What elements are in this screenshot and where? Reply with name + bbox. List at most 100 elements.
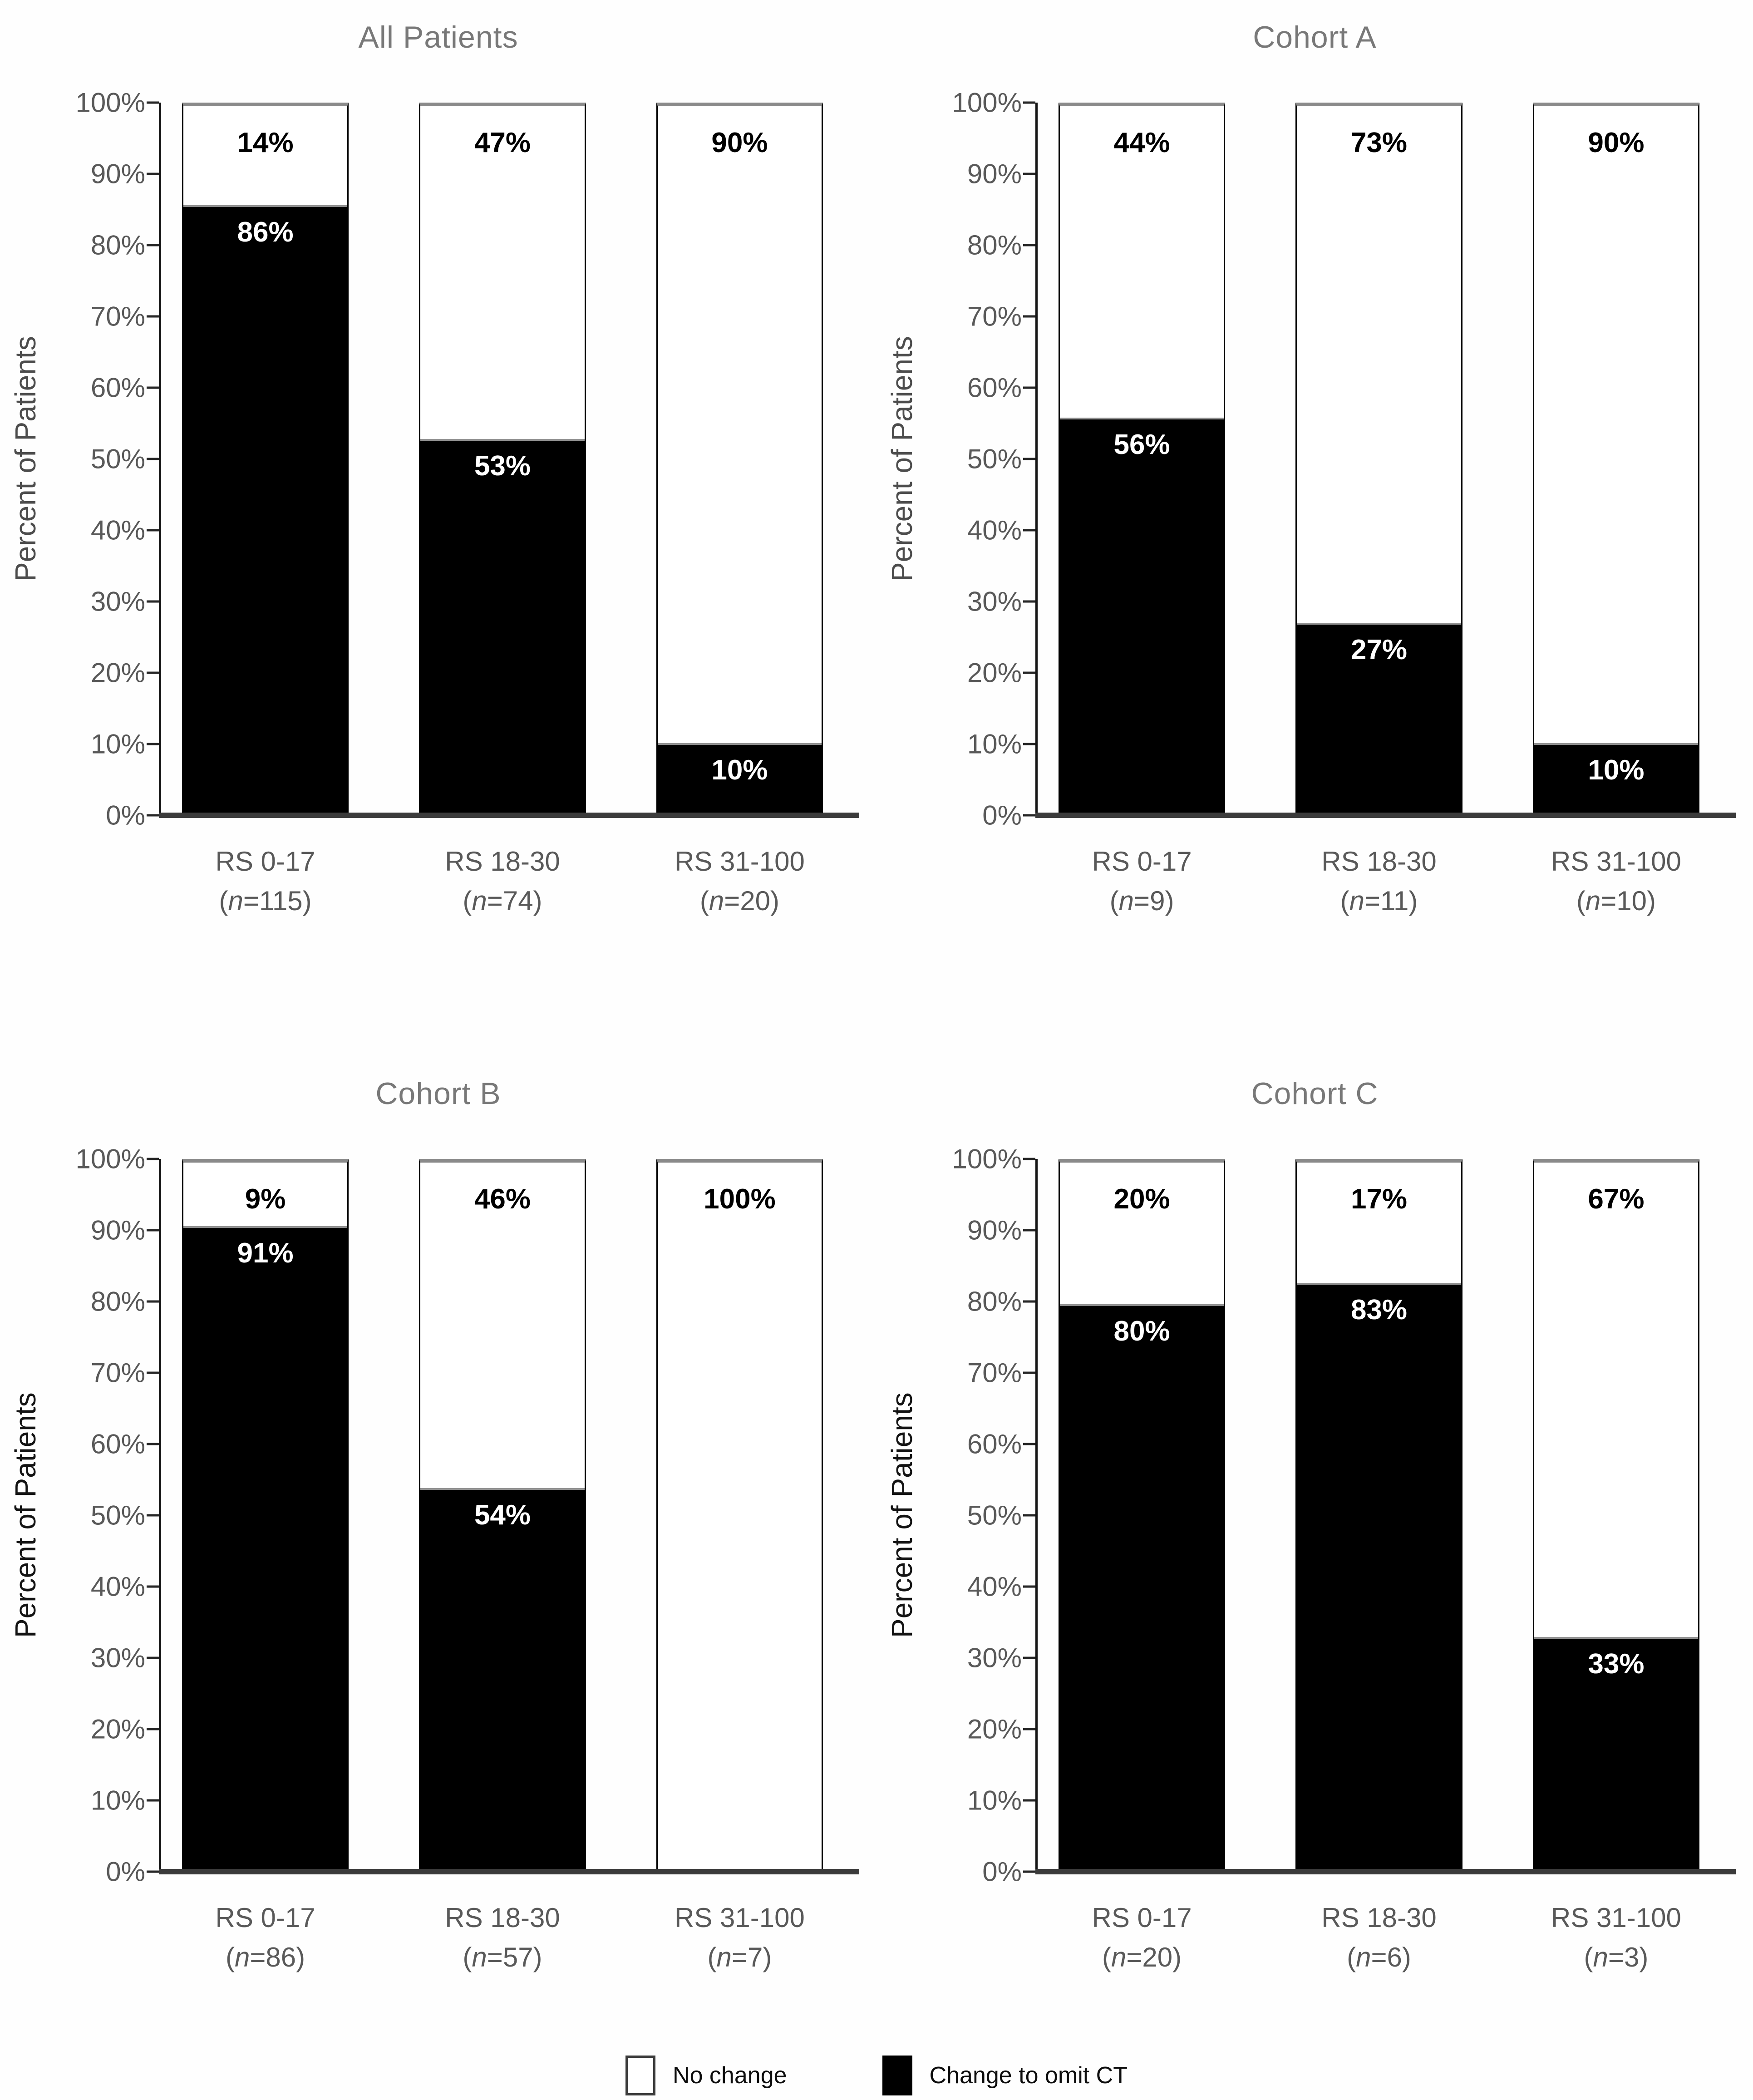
y-tick-mark bbox=[147, 1443, 159, 1445]
x-category-label-rs-31-100: RS 31-100 (n=7) bbox=[675, 1903, 805, 1972]
segment-change-to-omit-ct bbox=[420, 1488, 585, 1870]
no-change-percent-label: 90% bbox=[1588, 127, 1645, 158]
y-tick-label: 70% bbox=[967, 301, 1022, 332]
segment-change-to-omit-ct bbox=[1534, 743, 1698, 814]
y-tick-label: 50% bbox=[90, 444, 145, 474]
y-tick-label: 90% bbox=[967, 158, 1022, 189]
y-tick-label: 90% bbox=[967, 1215, 1022, 1246]
y-tick-mark bbox=[1023, 1728, 1035, 1730]
y-tick-mark bbox=[147, 1656, 159, 1659]
no-change-percent-label: 9% bbox=[245, 1183, 286, 1215]
y-tick-label: 60% bbox=[967, 372, 1022, 403]
x-category-label-rs-18-30: RS 18-30 (n=74) bbox=[445, 846, 560, 916]
stacked-bar-rs-18-30: 47% 53% bbox=[419, 103, 586, 815]
stacked-bar-rs-31-100: 67% 33% bbox=[1532, 1159, 1699, 1872]
y-tick-label: 80% bbox=[967, 230, 1022, 261]
segment-change-to-omit-ct bbox=[183, 1226, 348, 1870]
y-tick-label: 60% bbox=[90, 372, 145, 403]
y-tick-label: 70% bbox=[967, 1357, 1022, 1388]
segment-change-to-omit-ct bbox=[1060, 1304, 1224, 1870]
y-tick-mark bbox=[1023, 173, 1035, 175]
y-tick-mark bbox=[147, 315, 159, 318]
y-tick-mark bbox=[1023, 1229, 1035, 1232]
y-tick-mark bbox=[147, 1514, 159, 1517]
x-category-label-rs-0-17: RS 0-17 (n=20) bbox=[1092, 1903, 1192, 1972]
stacked-bar-rs-0-17: 44% 56% bbox=[1059, 103, 1226, 815]
y-tick-mark bbox=[147, 529, 159, 532]
y-tick-mark bbox=[1023, 600, 1035, 603]
y-tick-label: 0% bbox=[106, 800, 145, 831]
y-tick-label: 50% bbox=[967, 1500, 1022, 1531]
y-tick-label: 60% bbox=[967, 1429, 1022, 1459]
no-change-percent-label: 17% bbox=[1350, 1183, 1408, 1215]
bars: 9% 91% 46% 54% 100% bbox=[161, 1159, 844, 1872]
segment-change-to-omit-ct bbox=[657, 743, 822, 814]
x-axis-line bbox=[159, 813, 859, 818]
y-tick-mark bbox=[1023, 529, 1035, 532]
y-tick-label: 10% bbox=[90, 729, 145, 759]
y-tick-mark bbox=[1023, 315, 1035, 318]
plot-area: 9% 91% 46% 54% 100% bbox=[147, 1158, 859, 1874]
omit-ct-percent-label: 83% bbox=[1350, 1294, 1408, 1326]
y-tick-label: 0% bbox=[106, 1856, 145, 1887]
panel-title: All Patients bbox=[358, 20, 518, 54]
omit-ct-percent-label: 86% bbox=[237, 217, 294, 248]
y-tick-label: 20% bbox=[967, 1714, 1022, 1745]
y-tick-label: 100% bbox=[75, 1144, 145, 1174]
x-axis-labels: RS 0-17 (n=86) RS 18-30 (n=57) RS 31-100 (n=7… bbox=[161, 1898, 844, 1977]
y-tick-label: 40% bbox=[967, 1571, 1022, 1602]
y-tick-mark bbox=[147, 244, 159, 246]
stacked-bar-rs-31-100: 90% 10% bbox=[1532, 103, 1699, 815]
y-tick-mark bbox=[1023, 101, 1035, 104]
omit-ct-percent-label: 56% bbox=[1113, 429, 1170, 460]
y-tick-mark bbox=[1023, 386, 1035, 389]
y-tick-mark bbox=[1023, 1371, 1035, 1374]
omit-ct-percent-label: 10% bbox=[1588, 754, 1645, 786]
y-tick-mark bbox=[147, 1300, 159, 1303]
stacked-bar-rs-18-30: 17% 83% bbox=[1295, 1159, 1462, 1872]
x-axis-labels: RS 0-17 (n=115) RS 18-30 (n=74) RS 31-100 (n=… bbox=[161, 842, 844, 921]
y-tick-mark bbox=[147, 743, 159, 745]
no-change-percent-label: 90% bbox=[711, 127, 768, 158]
bars: 44% 56% 73% 27% 90% 10% bbox=[1038, 103, 1720, 815]
segment-change-to-omit-ct bbox=[1534, 1637, 1698, 1870]
no-change-percent-label: 67% bbox=[1588, 1183, 1645, 1215]
y-tick-label: 80% bbox=[90, 1286, 145, 1317]
stacked-bar-rs-31-100: 100% bbox=[656, 1159, 823, 1872]
legend-label-no-change: No change bbox=[673, 2062, 787, 2089]
x-category-label-rs-0-17: RS 0-17 (n=115) bbox=[215, 846, 315, 916]
no-change-percent-label: 47% bbox=[474, 127, 531, 158]
x-category-label-rs-31-100: RS 31-100 (n=20) bbox=[675, 846, 805, 916]
no-change-percent-label: 14% bbox=[237, 127, 294, 158]
y-axis-label: Percent of Patients bbox=[886, 336, 918, 582]
y-tick-mark bbox=[147, 1799, 159, 1802]
y-tick-mark bbox=[147, 671, 159, 674]
x-axis-line bbox=[1035, 813, 1736, 818]
y-tick-label: 40% bbox=[90, 515, 145, 546]
no-change-percent-label: 44% bbox=[1113, 127, 1170, 158]
x-category-label-rs-31-100: RS 31-100 (n=3) bbox=[1551, 1903, 1681, 1972]
y-tick-mark bbox=[147, 1728, 159, 1730]
y-tick-mark bbox=[1023, 743, 1035, 745]
x-axis-labels: RS 0-17 (n=9) RS 18-30 (n=11) RS 31-100 (n=10… bbox=[1038, 842, 1720, 921]
y-tick-label: 70% bbox=[90, 1357, 145, 1388]
y-axis-tick-labels: 100% 90% 80% 70% 60% 50% 40% 30% 20% 10% 0% bbox=[927, 1144, 1035, 1887]
y-tick-mark bbox=[1023, 1799, 1035, 1802]
segment-change-to-omit-ct bbox=[1297, 623, 1461, 814]
y-tick-label: 10% bbox=[90, 1785, 145, 1816]
y-tick-mark bbox=[147, 1870, 159, 1873]
y-tick-mark bbox=[1023, 814, 1035, 817]
panel-title: Cohort B bbox=[375, 1076, 501, 1111]
x-axis-line bbox=[1035, 1869, 1736, 1874]
y-tick-label: 20% bbox=[90, 657, 145, 688]
segment-change-to-omit-ct bbox=[420, 439, 585, 814]
y-tick-mark bbox=[1023, 1870, 1035, 1873]
y-tick-label: 90% bbox=[90, 1215, 145, 1246]
bars: 14% 86% 47% 53% 90% 10% bbox=[161, 103, 844, 815]
y-tick-label: 60% bbox=[90, 1429, 145, 1459]
change-to-omit-ct-swatch bbox=[882, 2056, 912, 2095]
no-change-percent-label: 100% bbox=[704, 1183, 776, 1215]
plot-area: 14% 86% 47% 53% 90% 10% bbox=[147, 101, 859, 818]
x-axis-labels: RS 0-17 (n=20) RS 18-30 (n=6) RS 31-100 (n=3) bbox=[1038, 1898, 1720, 1977]
